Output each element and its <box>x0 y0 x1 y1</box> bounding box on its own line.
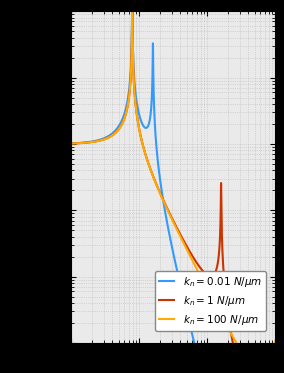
$k_n = 100\ N/\mu m$ <box>70 141 74 146</box>
Legend: $k_n = 0.01\ N/\mu m$, $k_n = 1\ N/\mu m$, $k_n = 100\ N/\mu m$: $k_n = 0.01\ N/\mu m$, $k_n = 1\ N/\mu m… <box>154 270 266 331</box>
$k_n = 100\ N/\mu m$ <box>109 134 113 138</box>
$k_n = 100\ N/\mu m$ <box>263 371 266 373</box>
$k_n = 0.01\ N/\mu m$ <box>131 1 134 5</box>
$k_n = 1\ N/\mu m$ <box>78 141 81 145</box>
$k_n = 100\ N/\mu m$ <box>262 371 265 373</box>
$k_n = 1\ N/\mu m$ <box>69 141 73 146</box>
$k_n = 1\ N/\mu m$ <box>109 134 113 138</box>
$k_n = 100\ N/\mu m$ <box>169 215 173 219</box>
$k_n = 100\ N/\mu m$ <box>78 141 81 145</box>
$k_n = 0.01\ N/\mu m$ <box>70 141 74 145</box>
$k_n = 1\ N/\mu m$ <box>169 214 173 219</box>
$k_n = 0.01\ N/\mu m$ <box>109 132 113 137</box>
$k_n = 100\ N/\mu m$ <box>274 339 277 343</box>
$k_n = 1\ N/\mu m$ <box>70 141 74 146</box>
$k_n = 1\ N/\mu m$ <box>131 9 134 13</box>
$k_n = 1\ N/\mu m$ <box>82 141 85 145</box>
$k_n = 0.01\ N/\mu m$ <box>169 240 173 245</box>
$k_n = 100\ N/\mu m$ <box>131 9 134 13</box>
$k_n = 0.01\ N/\mu m$ <box>82 140 85 145</box>
Line: $k_n = 1\ N/\mu m$: $k_n = 1\ N/\mu m$ <box>71 11 275 373</box>
Line: $k_n = 100\ N/\mu m$: $k_n = 100\ N/\mu m$ <box>71 11 275 373</box>
$k_n = 100\ N/\mu m$ <box>69 141 73 146</box>
$k_n = 0.01\ N/\mu m$ <box>78 141 81 145</box>
$k_n = 0.01\ N/\mu m$ <box>69 141 73 145</box>
Line: $k_n = 0.01\ N/\mu m$: $k_n = 0.01\ N/\mu m$ <box>71 3 275 373</box>
$k_n = 100\ N/\mu m$ <box>82 141 85 145</box>
